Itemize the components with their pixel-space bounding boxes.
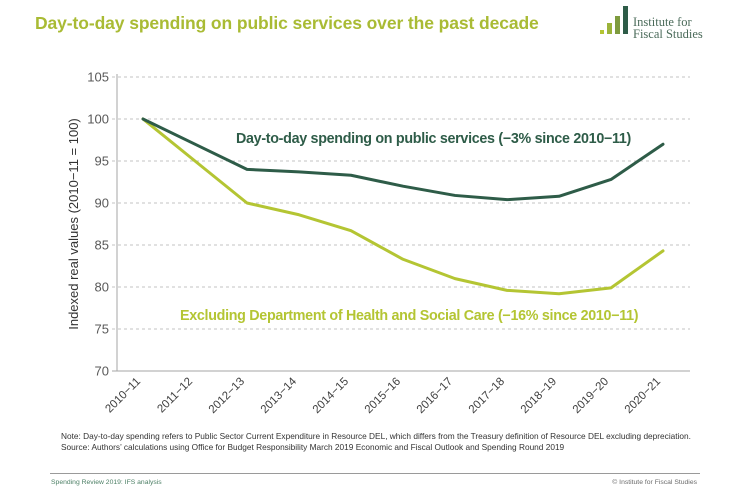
- logo-line-2: Fiscal Studies: [633, 27, 703, 41]
- logo-bar-3: [615, 16, 620, 34]
- logo-bar-2: [607, 23, 612, 34]
- series-label-total: Day-to-day spending on public services (…: [236, 131, 632, 147]
- y-tick-label: 85: [95, 238, 109, 253]
- y-tick-label: 75: [95, 322, 109, 337]
- footer-copyright: © Institute for Fiscal Studies: [612, 479, 697, 486]
- x-tick-label: 2019−20: [571, 376, 611, 416]
- chart-title: Day-to-day spending on public services o…: [35, 13, 539, 33]
- y-axis-label: Indexed real values (2010−11 = 100): [66, 118, 81, 330]
- y-tick-label: 70: [95, 364, 109, 379]
- x-tick-label: 2017−18: [467, 376, 507, 416]
- x-tick-label: 2013−14: [259, 375, 300, 416]
- logo-text: Institute for Fiscal Studies: [633, 15, 703, 41]
- y-tick-label: 105: [87, 70, 109, 85]
- y-tick-label: 100: [87, 112, 109, 127]
- axes: 70 75 80 85 90 95 100 105 2010−11 2011−12 2012−13 2…: [87, 70, 690, 416]
- logo-bar-1: [600, 30, 604, 34]
- x-tick-label: 2016−17: [415, 376, 455, 416]
- ifs-logo: Institute for Fiscal Studies: [596, 4, 746, 44]
- x-tick-label: 2015−16: [363, 376, 403, 416]
- x-tick-label: 2014−15: [311, 376, 351, 416]
- gridlines: [112, 76, 690, 330]
- x-tick-label: 2020−21: [623, 376, 663, 416]
- footer-divider: [50, 473, 700, 474]
- x-tick-label: 2010−11: [103, 376, 143, 416]
- line-chart: 70 75 80 85 90 95 100 105 2010−11 2011−12 2012−13 2…: [66, 70, 690, 416]
- source-text: Source: Authors’ calculations using Offi…: [61, 441, 565, 452]
- x-tick-label: 2018−19: [519, 376, 559, 416]
- bar-chart-logo-icon: [600, 6, 628, 34]
- logo-bar-4: [623, 6, 628, 34]
- note-text: Note: Day-to-day spending refers to Publ…: [61, 431, 691, 441]
- series-label-excluding-dhsc: Excluding Department of Health and Socia…: [180, 308, 639, 324]
- series: [141, 117, 665, 296]
- y-tick-label: 80: [95, 280, 109, 295]
- y-tick-label: 90: [95, 196, 109, 211]
- series-line-total: [141, 117, 665, 202]
- logo-line-1: Institute for: [633, 15, 692, 29]
- series-line-excl: [141, 117, 665, 296]
- y-tick-label: 95: [95, 154, 109, 169]
- footer-publication: Spending Review 2019: IFS analysis: [51, 479, 162, 486]
- x-tick-label: 2012−13: [207, 376, 247, 416]
- chart-notes: Note: Day-to-day spending refers to Publ…: [61, 431, 711, 452]
- x-tick-label: 2011−12: [155, 376, 195, 416]
